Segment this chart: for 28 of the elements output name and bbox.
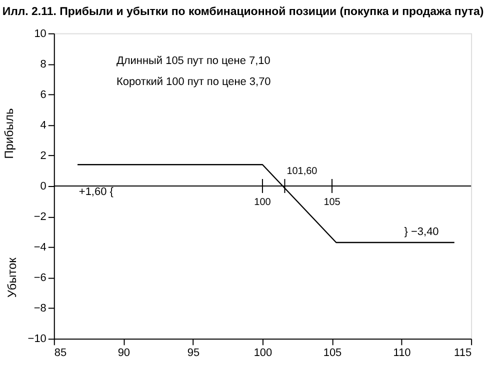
y-tick-label: 10 <box>34 28 46 40</box>
annotation: Длинный 105 пут по цене 7,10 <box>116 54 270 67</box>
x-tick-label: 100 <box>254 347 272 360</box>
x-tick-label: 95 <box>187 347 200 360</box>
y-tick-label: −8 <box>34 302 46 315</box>
x-tick-label: 105 <box>323 347 342 360</box>
annotation: 100 <box>254 196 272 208</box>
annotation: 101,60 <box>286 166 318 178</box>
y-tick-label: −2 <box>34 211 46 224</box>
y-tick-label: 4 <box>40 119 46 132</box>
y-tick-label: 0 <box>40 180 46 192</box>
x-tick-label: 90 <box>118 347 130 360</box>
chart-title: Илл. 2.11. Прибыли и убытки по комбинационной позиции (покупка и продажа пута) <box>2 6 484 18</box>
annotation: +1,60 { <box>78 186 114 198</box>
annotation: 105 <box>324 196 341 208</box>
y-tick-label: 2 <box>40 150 46 162</box>
x-tick-label: 85 <box>54 347 67 360</box>
annotation: } −3,40 <box>404 226 439 238</box>
y-tick-label: −6 <box>34 272 46 284</box>
y-axis-title: Прибыль <box>2 108 16 159</box>
y-tick-label: 8 <box>40 58 46 70</box>
annotation: Короткий 100 пут по цене 3,70 <box>116 76 271 88</box>
text: Убыток <box>5 256 20 298</box>
x-tick-label: 110 <box>393 347 411 360</box>
x-tick-label: 115 <box>454 347 472 360</box>
y-tick-label: −4 <box>34 242 46 254</box>
y-tick-label: 6 <box>40 88 46 101</box>
y-tick-label: −10 <box>28 333 46 346</box>
